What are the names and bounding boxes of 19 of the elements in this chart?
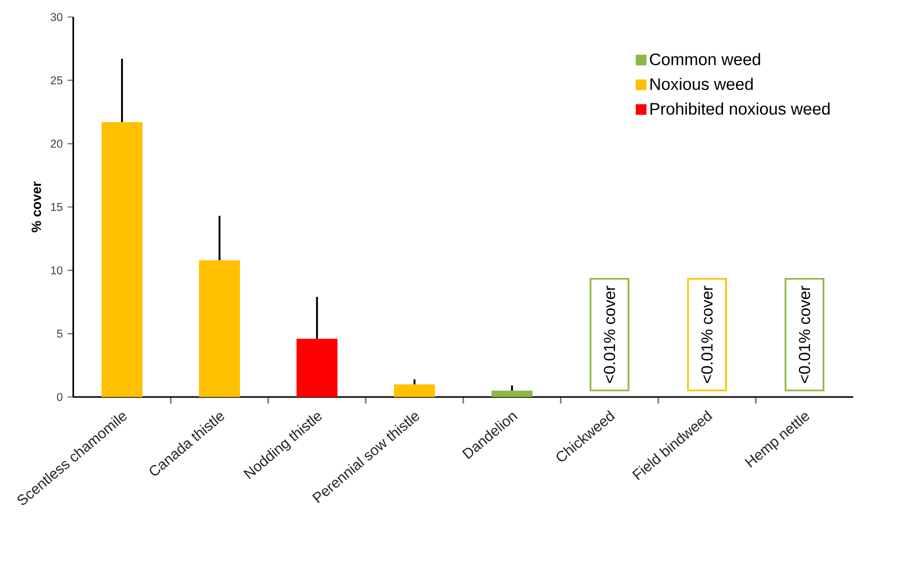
bar [102, 122, 142, 397]
y-tick-label: 5 [57, 330, 62, 338]
text: <0.01% cover [604, 286, 616, 383]
bar [296, 338, 338, 397]
bar [492, 390, 532, 397]
legend-label: Common weed [650, 52, 760, 66]
y-tick-label: 30 [50, 12, 62, 22]
y-axis-title: % cover [32, 182, 42, 232]
bar [394, 384, 435, 397]
legend-label: Noxious weed [650, 78, 753, 90]
legend-label: Prohibited noxious weed [650, 102, 830, 115]
y-tick-label: 20 [50, 140, 62, 148]
y-tick-label: 25 [50, 76, 62, 84]
bar [199, 260, 240, 397]
y-tick-label: 0 [56, 392, 62, 402]
text: <0.01% cover [798, 286, 810, 383]
y-tick-label: 15 [51, 203, 62, 211]
y-tick-label: 10 [51, 266, 62, 274]
text: <0.01% cover [701, 286, 713, 383]
